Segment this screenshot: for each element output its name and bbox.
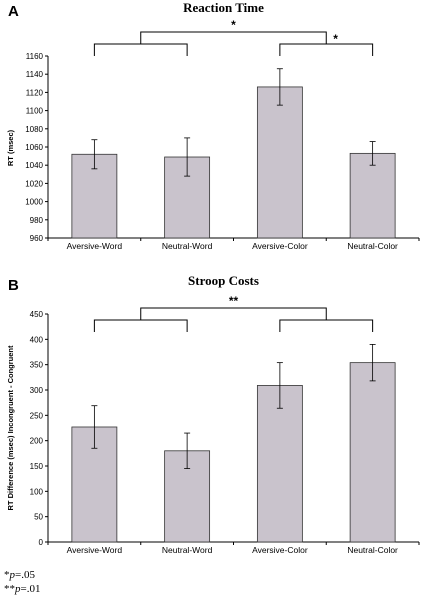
- footnote-p01: **p=.01: [4, 583, 41, 595]
- panel-letter: A: [8, 3, 19, 20]
- y-tick-label: 450: [30, 310, 44, 319]
- y-tick-label: 100: [30, 487, 44, 496]
- y-tick-label: 1020: [25, 179, 43, 188]
- significance-star: *: [231, 18, 236, 32]
- bar-neutral-color: [349, 362, 396, 543]
- bar-neutral-color: [349, 152, 396, 239]
- y-tick-label: 400: [30, 335, 44, 344]
- chart-panel-B: B Stroop Costs 0 50 100 150 200 250 300 350 400 450…: [6, 273, 420, 555]
- x-tick-label: Neutral-Word: [162, 545, 213, 555]
- y-tick-label: 1100: [26, 107, 44, 116]
- bracket-modality: [140, 31, 327, 44]
- y-axis-label: RT Difference (msec) Incongruent - Congr…: [6, 345, 15, 511]
- chart-title: Stroop Costs: [188, 273, 259, 288]
- chart-panel-A: A Reaction Time 960 980 1000 1020 1040 1060 1080…: [6, 0, 420, 251]
- significance-star: **: [229, 294, 239, 308]
- footnote-p05: *p=.05: [4, 569, 35, 581]
- y-tick-label: 1080: [25, 125, 43, 134]
- y-tick-label: 1040: [25, 161, 43, 170]
- y-tick-label: 960: [30, 234, 44, 243]
- chart-title: Reaction Time: [183, 0, 264, 15]
- bar-aversive-color: [256, 385, 303, 543]
- y-tick-label: 200: [30, 437, 44, 446]
- y-tick-label: 350: [30, 361, 44, 370]
- bracket-word: [93, 43, 188, 56]
- bracket-modality: [140, 307, 327, 320]
- y-tick-label: 1160: [26, 52, 44, 61]
- y-tick-label: 50: [34, 513, 43, 522]
- y-tick-label: 150: [30, 462, 44, 471]
- bar-aversive-color: [256, 86, 303, 239]
- bracket-color: [279, 319, 374, 332]
- panel-letter: B: [8, 277, 19, 294]
- x-tick-label: Neutral-Color: [347, 545, 398, 555]
- x-tick-label: Aversive-Color: [252, 241, 308, 251]
- bracket-color: [279, 43, 374, 56]
- bracket-word: [93, 319, 188, 332]
- y-tick-label: 980: [30, 216, 44, 225]
- y-tick-label: 300: [30, 386, 44, 395]
- y-axis-label: RT (msec): [6, 129, 15, 166]
- x-tick-label: Neutral-Word: [162, 241, 213, 251]
- x-tick-label: Aversive-Word: [67, 241, 123, 251]
- y-tick-label: 1140: [26, 70, 44, 79]
- y-tick-label: 250: [30, 411, 44, 420]
- x-tick-label: Neutral-Color: [347, 241, 398, 251]
- x-tick-label: Aversive-Color: [252, 545, 308, 555]
- significance-star: *: [333, 32, 338, 46]
- y-tick-label: 0: [39, 538, 44, 547]
- y-tick-label: 1060: [25, 143, 43, 152]
- y-tick-label: 1120: [26, 88, 44, 97]
- y-tick-label: 1000: [25, 198, 43, 207]
- x-tick-label: Aversive-Word: [67, 545, 123, 555]
